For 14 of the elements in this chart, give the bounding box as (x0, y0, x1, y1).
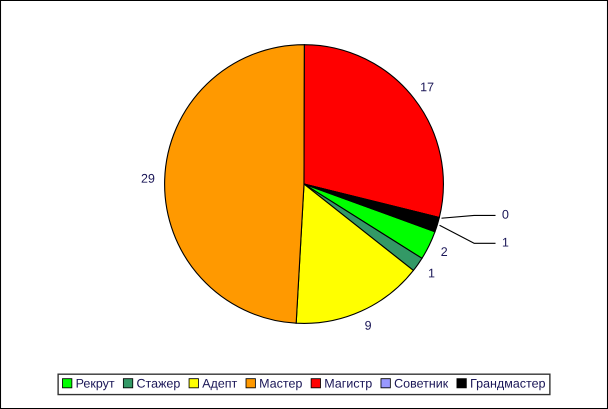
data-label: 17 (421, 82, 434, 92)
legend-label: Мастер (260, 379, 302, 390)
legend-label: Адепт (202, 379, 238, 390)
data-label: 9 (365, 320, 371, 330)
legend-label: Магистр (325, 379, 372, 390)
legend-label: Грандмастер (471, 378, 545, 390)
data-label: 2 (441, 247, 448, 256)
data-label: 1 (428, 268, 434, 278)
legend-label: Стажер (137, 378, 180, 390)
legend-label: Советник (394, 378, 448, 388)
data-label: 29 (142, 174, 154, 183)
text: 0 (502, 210, 508, 219)
data-label: 1 (502, 238, 508, 247)
legend-label: Рекрут (76, 379, 114, 390)
